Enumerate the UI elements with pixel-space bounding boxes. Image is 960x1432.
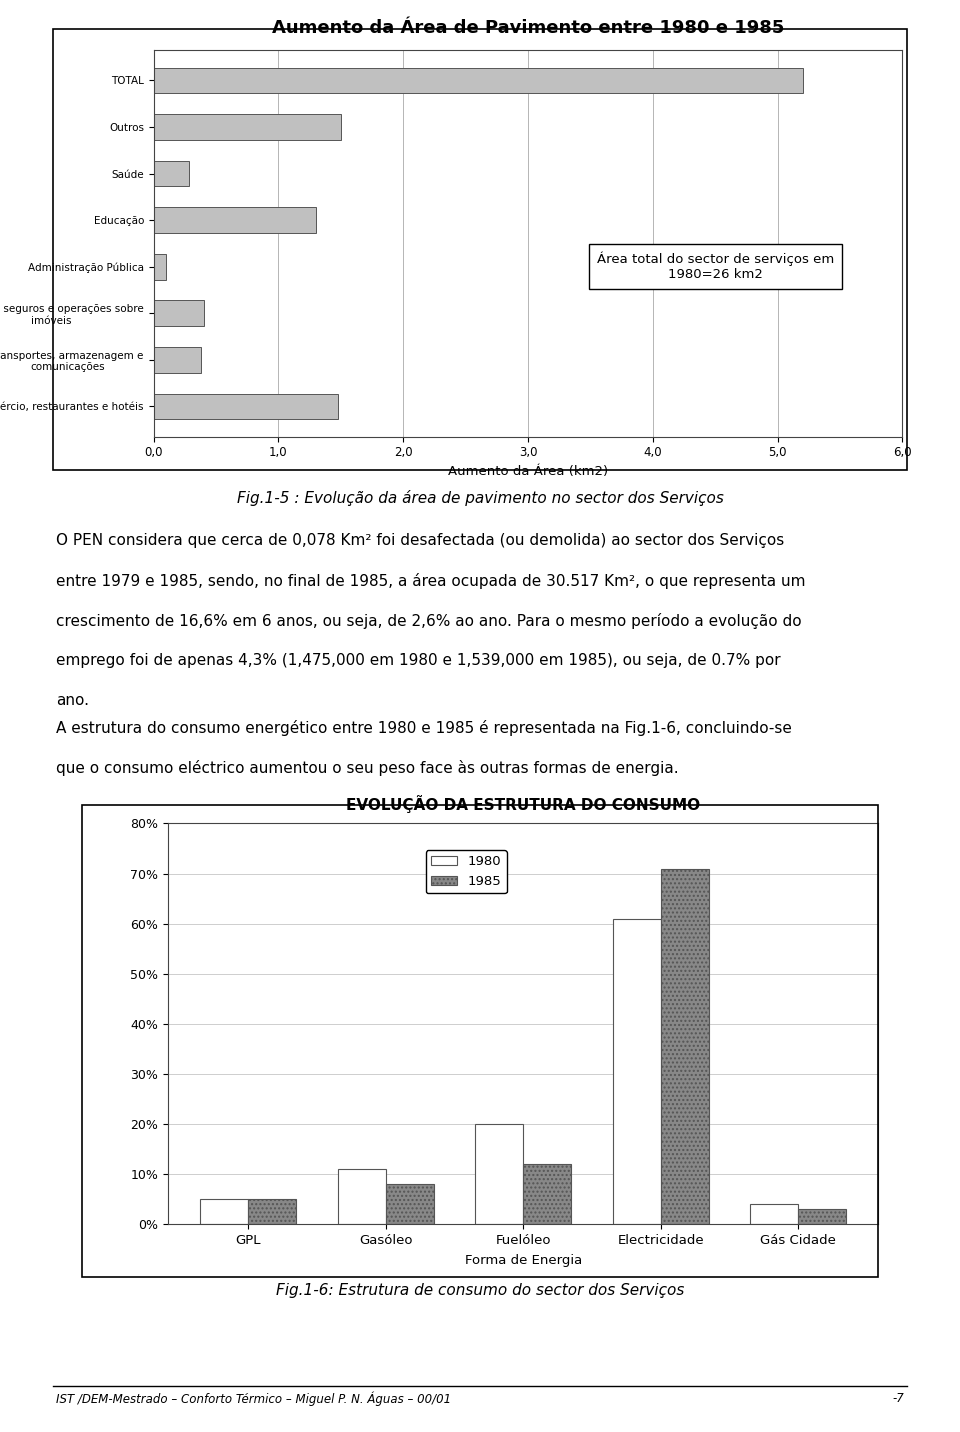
Bar	[154, 67, 803, 93]
Bar	[154, 394, 338, 420]
Text: A estrutura do consumo energético entre 1980 e 1985 é representada na Fig.1-6, c: A estrutura do consumo energético entre …	[56, 720, 792, 736]
Bar	[660, 868, 708, 1224]
Text: Fig.1-6: Estrutura de consumo do sector dos Serviços: Fig.1-6: Estrutura de consumo do sector …	[276, 1283, 684, 1297]
Text: entre 1979 e 1985, sendo, no final de 1985, a área ocupada de 30.517 Km², o que : entre 1979 e 1985, sendo, no final de 19…	[56, 573, 805, 589]
X-axis label: Aumento da Área (km2): Aumento da Área (km2)	[448, 465, 608, 478]
Text: ano.: ano.	[56, 693, 88, 707]
Bar	[750, 1204, 798, 1224]
Bar	[201, 1200, 249, 1224]
Bar	[798, 1209, 846, 1224]
Text: IST /DEM-Mestrado – Conforto Térmico – Miguel P. N. Águas – 00/01: IST /DEM-Mestrado – Conforto Térmico – M…	[56, 1392, 451, 1406]
Bar	[154, 208, 316, 233]
Bar	[612, 919, 660, 1224]
Bar	[154, 347, 201, 372]
Legend: 1980, 1985: 1980, 1985	[425, 851, 507, 894]
Text: crescimento de 16,6% em 6 anos, ou seja, de 2,6% ao ano. Para o mesmo período a : crescimento de 16,6% em 6 anos, ou seja,…	[56, 613, 802, 629]
Text: que o consumo eléctrico aumentou o seu peso face às outras formas de energia.: que o consumo eléctrico aumentou o seu p…	[56, 760, 679, 776]
Text: -7: -7	[893, 1392, 904, 1405]
Text: emprego foi de apenas 4,3% (1,475,000 em 1980 e 1,539,000 em 1985), ou seja, de : emprego foi de apenas 4,3% (1,475,000 em…	[56, 653, 780, 667]
Text: Fig.1-5 : Evolução da área de pavimento no sector dos Serviços: Fig.1-5 : Evolução da área de pavimento …	[236, 490, 724, 505]
Bar	[154, 160, 188, 186]
Bar	[386, 1184, 434, 1224]
Title: EVOLUÇÃO DA ESTRUTURA DO CONSUMO: EVOLUÇÃO DA ESTRUTURA DO CONSUMO	[347, 795, 700, 812]
Bar	[475, 1124, 523, 1224]
Bar	[154, 115, 341, 140]
X-axis label: Forma de Energia: Forma de Energia	[465, 1254, 582, 1267]
Bar	[154, 301, 204, 326]
Bar	[154, 253, 166, 279]
Title: Aumento da Área de Pavimento entre 1980 e 1985: Aumento da Área de Pavimento entre 1980 …	[272, 20, 784, 37]
Bar	[249, 1200, 297, 1224]
Bar	[523, 1164, 571, 1224]
Text: O PEN considera que cerca de 0,078 Km² foi desafectada (ou demolida) ao sector d: O PEN considera que cerca de 0,078 Km² f…	[56, 533, 784, 547]
Bar	[338, 1169, 386, 1224]
Text: Área total do sector de serviços em
1980=26 km2: Área total do sector de serviços em 1980…	[596, 252, 834, 282]
